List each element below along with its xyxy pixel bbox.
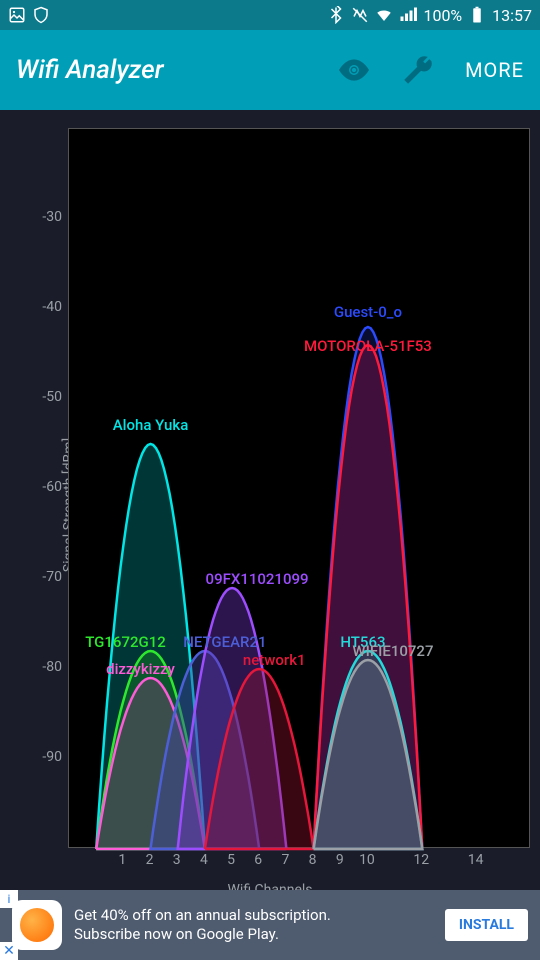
network-label: network1 [243, 651, 306, 669]
clock: 13:57 [492, 6, 532, 25]
vibrate-icon [351, 6, 369, 24]
shield-icon [32, 6, 50, 24]
network-label: Guest-0_o [334, 303, 402, 321]
wifi-icon [375, 6, 393, 24]
y-tick: -50 [22, 389, 62, 405]
y-tick: -60 [22, 479, 62, 495]
x-tick: 6 [254, 852, 262, 868]
plot-box: Aloha Yuka TG1672G12 dizzykizzy NETGEAR21 09… [68, 128, 530, 848]
install-button[interactable]: INSTALL [445, 909, 528, 941]
network-label: 09FX11021099 [206, 570, 309, 588]
chart-area: Signal Strength [dBm] Wifi Channels Aloh… [0, 110, 540, 900]
y-tick: -90 [22, 749, 62, 765]
eye-icon[interactable] [337, 53, 371, 87]
bluetooth-icon [327, 6, 345, 24]
wrench-icon[interactable] [401, 53, 435, 87]
ad-banner[interactable]: i ✕ Get 40% off on an annual subscriptio… [0, 890, 540, 960]
more-button[interactable]: MORE [465, 58, 524, 82]
ad-info-icon[interactable]: i [0, 890, 18, 908]
y-tick: -70 [22, 569, 62, 585]
network-label: dizzykizzy [106, 660, 175, 678]
network-label: MOTOROLA-51F53 [304, 337, 432, 355]
y-tick: -80 [22, 659, 62, 675]
gallery-icon [8, 6, 26, 24]
x-tick: 9 [336, 852, 344, 868]
ad-app-icon [12, 900, 62, 950]
signal-icon [399, 6, 417, 24]
network-label: WIFIE10727 [352, 642, 433, 660]
x-tick: 12 [413, 852, 429, 868]
x-tick: 14 [468, 852, 484, 868]
ad-line1: Get 40% off on an annual subscription. [74, 906, 445, 926]
network-label: NETGEAR21 [183, 633, 266, 651]
x-tick: 10 [359, 852, 375, 868]
battery-icon [468, 6, 486, 24]
battery-percent: 100% [423, 6, 462, 25]
x-tick: 7 [281, 852, 289, 868]
network-label: TG1672G12 [85, 633, 166, 651]
x-tick: 1 [118, 852, 126, 868]
ad-close-icon[interactable]: ✕ [0, 942, 18, 960]
x-tick: 3 [173, 852, 181, 868]
x-tick: 5 [227, 852, 235, 868]
status-bar: 100% 13:57 [0, 0, 540, 30]
app-title: Wifi Analyzer [16, 55, 164, 85]
x-tick: 2 [146, 852, 154, 868]
app-bar: Wifi Analyzer MORE [0, 30, 540, 110]
y-tick: -30 [22, 209, 62, 225]
x-tick: 8 [309, 852, 317, 868]
network-label: Aloha Yuka [113, 416, 189, 434]
ad-line2: Subscribe now on Google Play. [74, 925, 445, 945]
x-tick: 4 [200, 852, 208, 868]
ad-text: Get 40% off on an annual subscription. S… [74, 906, 445, 945]
y-tick: -40 [22, 299, 62, 315]
